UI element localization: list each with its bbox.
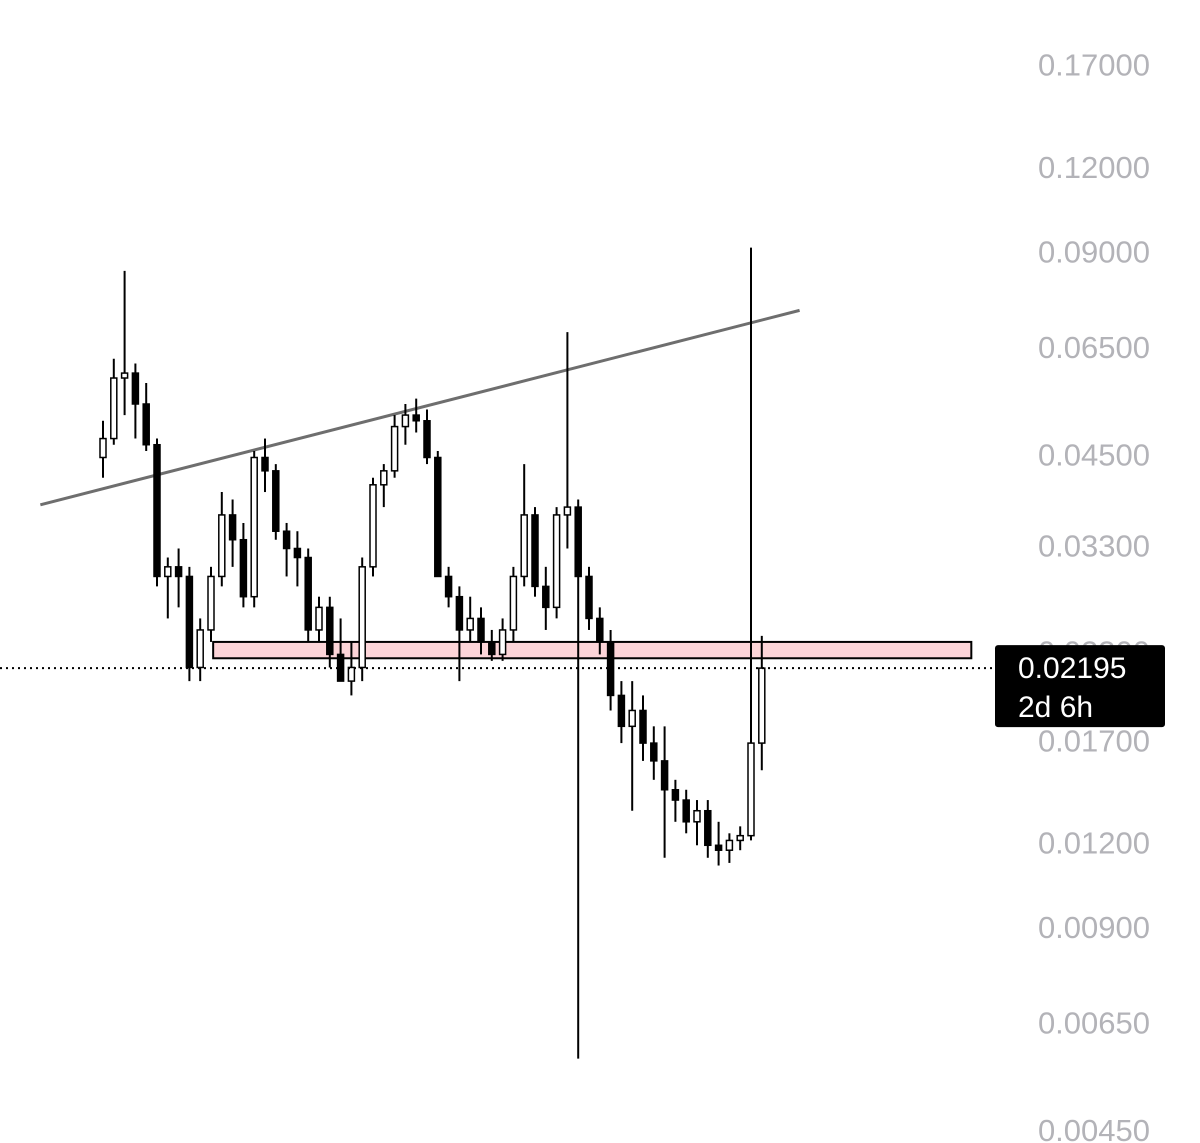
candle-body — [736, 834, 744, 842]
candle-body — [585, 575, 593, 620]
y-tick-label: 0.03300 — [1038, 529, 1150, 564]
support-zone — [212, 640, 973, 660]
candle-body — [207, 575, 215, 631]
candle-body — [412, 414, 420, 422]
candle-body — [272, 470, 280, 532]
candle-body — [282, 530, 291, 550]
candle-body — [239, 538, 248, 598]
y-tick-label: 0.00650 — [1038, 1005, 1150, 1040]
candle-body — [218, 514, 226, 578]
y-tick-label: 0.12000 — [1038, 150, 1150, 185]
candle-body — [401, 414, 410, 428]
candle-body — [758, 667, 766, 744]
candle-body — [563, 506, 572, 516]
candle-body — [315, 606, 323, 631]
candle-body — [671, 789, 680, 801]
countdown-label: 2d 6h — [1018, 691, 1093, 724]
candle-body — [682, 799, 690, 823]
candle-body — [714, 844, 723, 851]
y-tick-label: 0.09000 — [1038, 234, 1150, 269]
candle-body — [639, 709, 647, 744]
candle-body — [110, 377, 118, 440]
candle-body — [358, 566, 366, 669]
candle-body — [488, 641, 496, 656]
candle-body — [477, 617, 485, 643]
y-tick-label: 0.06500 — [1038, 330, 1150, 365]
candle-body — [250, 456, 258, 598]
candle-body — [120, 372, 129, 379]
candle-body — [531, 514, 539, 588]
price-axis: 0.17000 0.12000 0.09000 0.06500 0.04500 0.033… — [995, 48, 1165, 1143]
candle-body — [423, 420, 431, 459]
candle-body — [747, 742, 755, 837]
candle-body — [542, 585, 550, 609]
candle-body — [164, 566, 172, 578]
candle-body — [99, 437, 107, 459]
candle-body — [509, 575, 518, 631]
candle-body — [326, 606, 334, 656]
candle-body — [498, 629, 507, 656]
candle-body — [304, 556, 312, 631]
candle-body — [185, 575, 194, 669]
candle-body — [455, 595, 464, 631]
candle-body — [196, 629, 204, 669]
candle-body — [261, 456, 269, 472]
candle-body — [228, 514, 237, 541]
plot-area — [0, 247, 995, 1059]
y-tick-label: 0.01700 — [1038, 723, 1150, 758]
y-tick-label: 0.01200 — [1038, 825, 1150, 860]
candle-body — [142, 403, 150, 446]
candle-body — [574, 506, 582, 578]
candle-body — [369, 484, 377, 568]
candle-body — [725, 839, 734, 851]
candle-body — [617, 694, 626, 728]
candle-body — [660, 760, 669, 791]
candle-body — [520, 514, 528, 578]
candle-body — [650, 742, 658, 762]
price-label-box — [995, 645, 1165, 728]
candle-body — [596, 617, 604, 643]
candle-body — [347, 666, 356, 682]
y-tick-label: 0.00450 — [1038, 1113, 1150, 1143]
candle-body — [390, 425, 399, 472]
candle-body — [380, 470, 388, 486]
candle-body — [434, 456, 442, 578]
candle-body — [174, 566, 183, 578]
candle-body — [293, 547, 302, 559]
candle-body — [131, 372, 140, 405]
candle-body — [628, 709, 636, 728]
y-tick-label: 0.04500 — [1038, 438, 1150, 473]
y-tick-label: 0.00900 — [1038, 910, 1150, 945]
y-tick-label: 0.17000 — [1038, 48, 1150, 83]
candle-body — [552, 514, 561, 609]
candle-body — [444, 575, 453, 598]
candle-body — [693, 809, 701, 823]
trendline — [39, 308, 800, 507]
price-label: 0.02195 — [1018, 652, 1126, 685]
candle-body — [704, 809, 712, 847]
candle-body — [153, 443, 161, 578]
candle-body — [466, 617, 474, 631]
